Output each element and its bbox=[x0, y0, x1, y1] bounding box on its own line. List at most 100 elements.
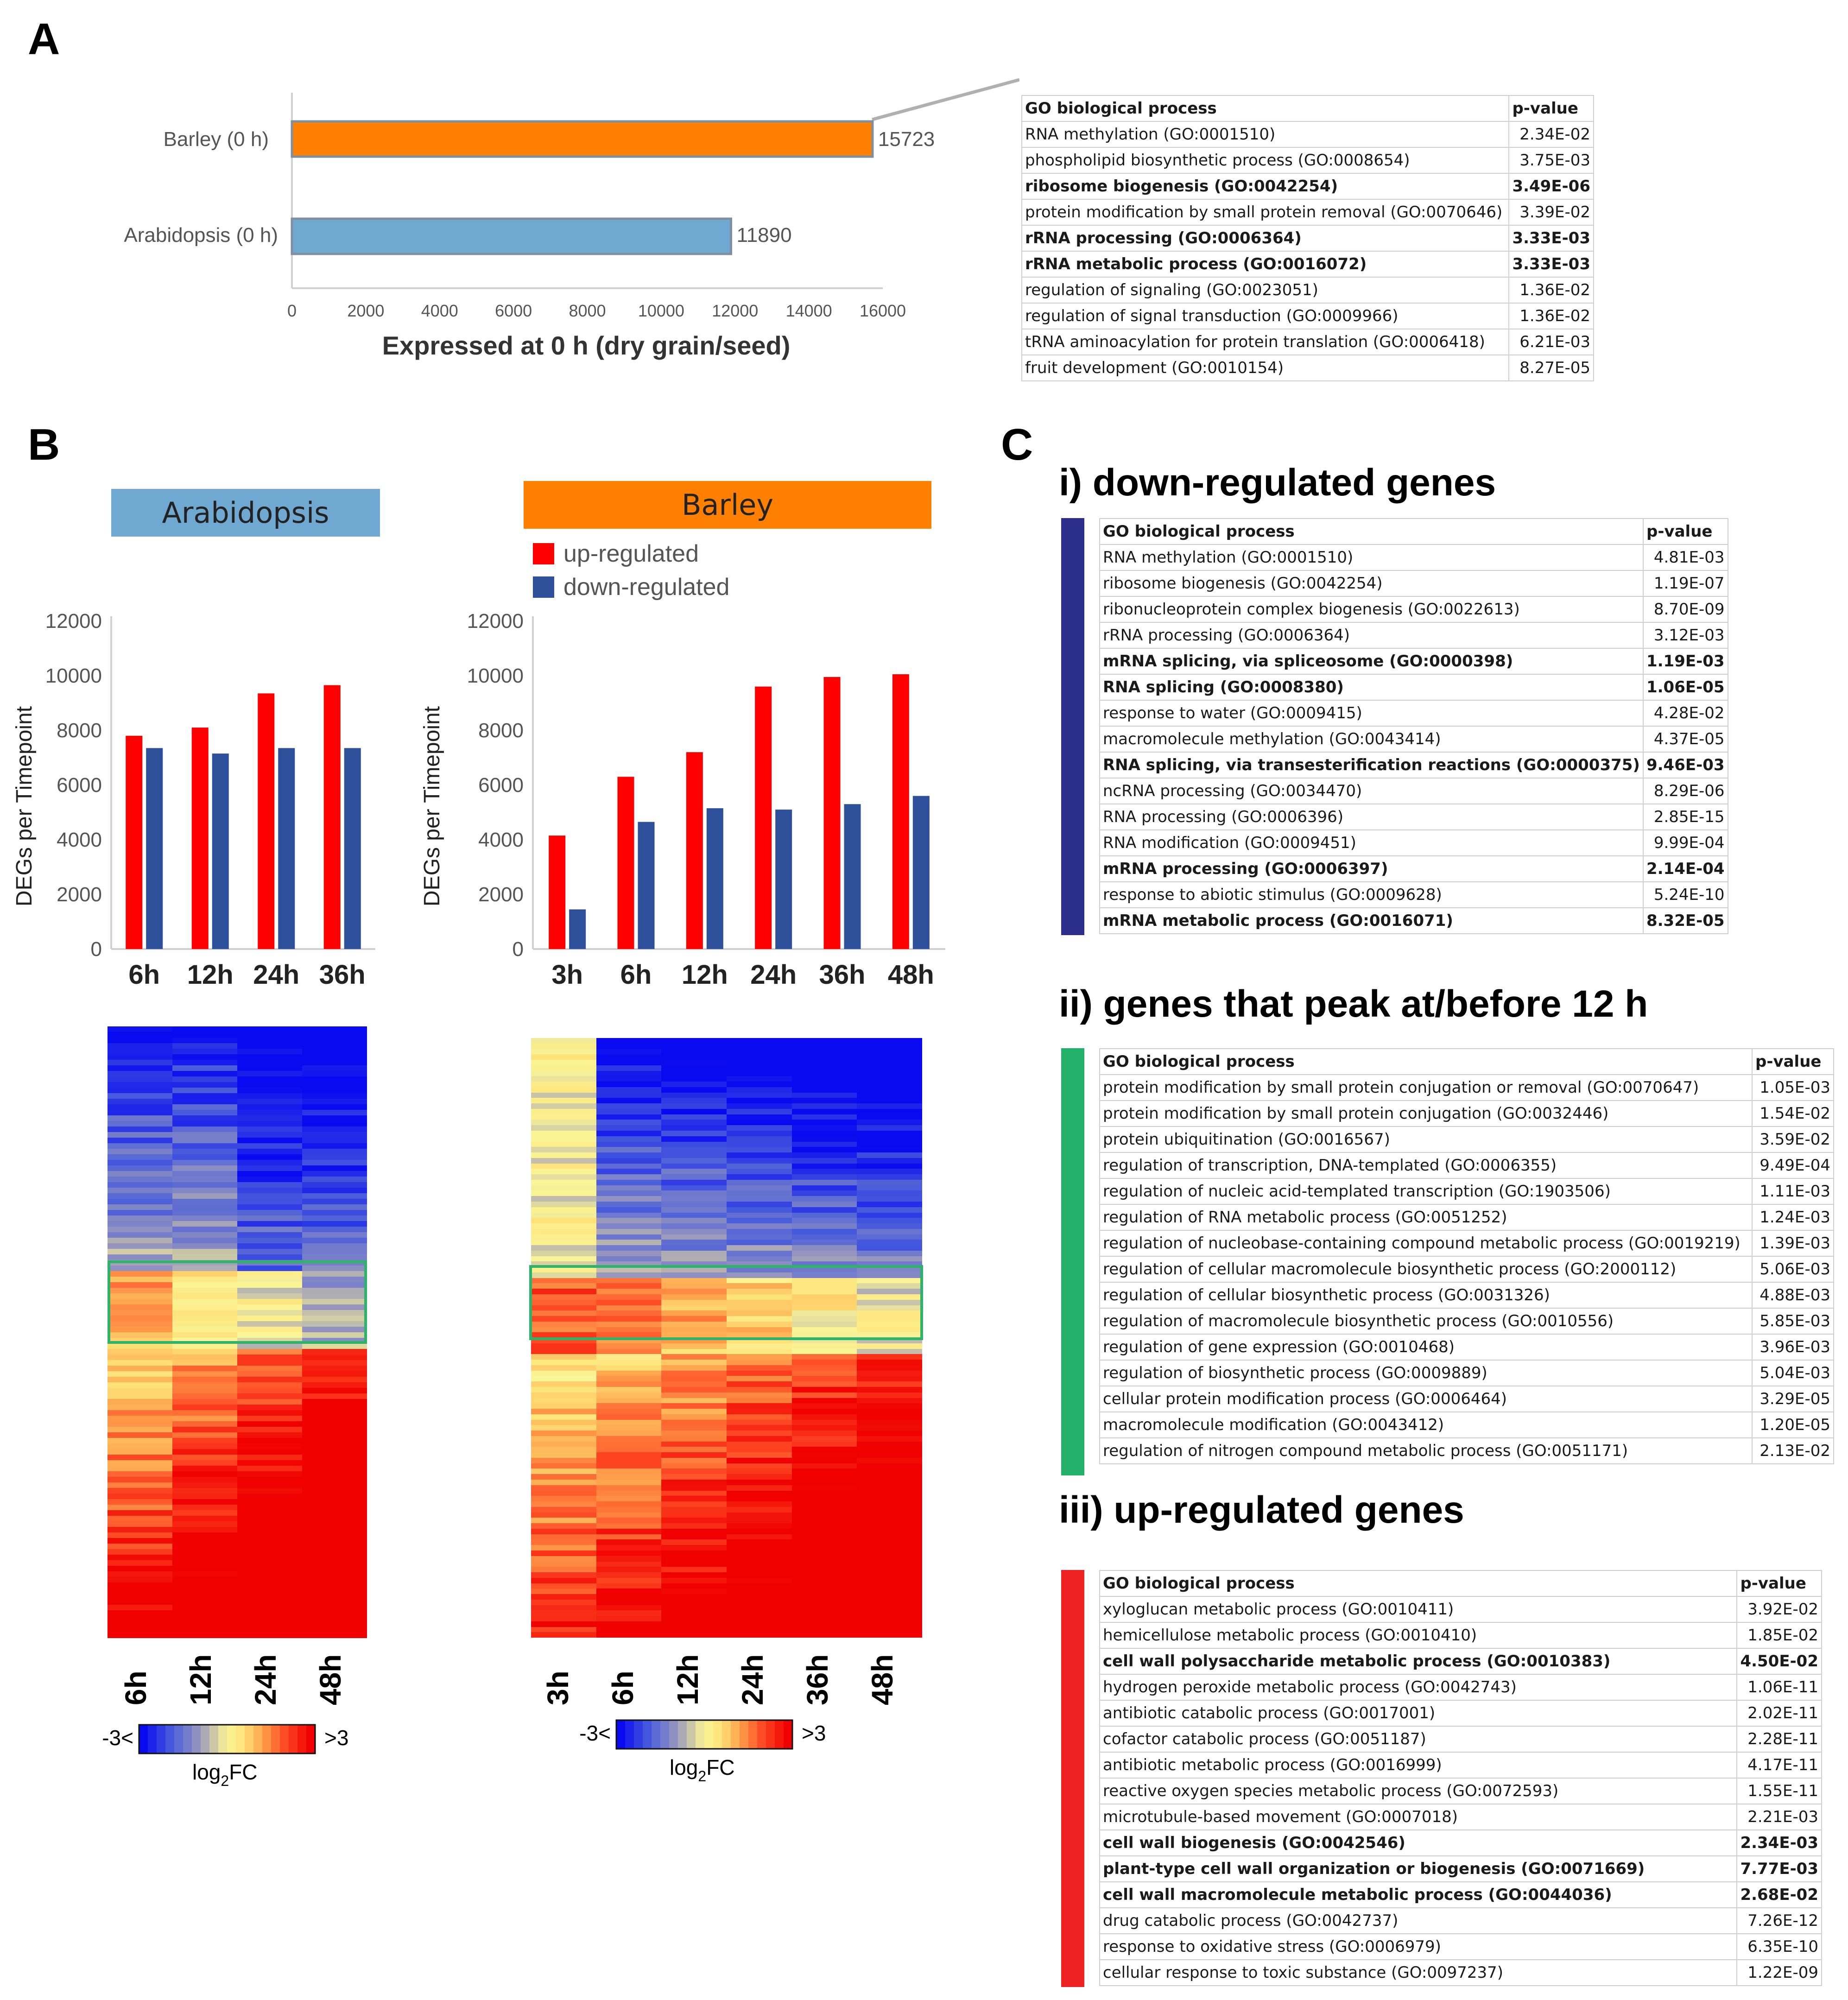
table-row: response to water (GO:0009415) 4.28E-02 bbox=[1099, 700, 1728, 727]
table-row: cellular response to toxic substance (GO… bbox=[1099, 1959, 1822, 1986]
go-term: regulation of nitrogen compound metaboli… bbox=[1099, 1437, 1753, 1464]
go-term: cellular protein modification process (G… bbox=[1099, 1386, 1753, 1412]
header-term: GO biological process bbox=[1099, 1570, 1738, 1597]
color-scale-cell bbox=[183, 1725, 192, 1753]
go-term: protein modification by small protein co… bbox=[1099, 1074, 1753, 1101]
cs1-axis-label: log2FC bbox=[192, 1760, 258, 1789]
section-i-color-bar bbox=[1061, 518, 1084, 935]
table-header-row: GO biological process p-value bbox=[1099, 1048, 1834, 1075]
a-value-label-barley: 15723 bbox=[878, 128, 935, 151]
p-value: 1.11E-03 bbox=[1752, 1178, 1834, 1205]
p-value: 4.50E-02 bbox=[1736, 1648, 1822, 1675]
table-header-row: GO biological process p-value bbox=[1021, 95, 1594, 122]
color-scale-cell bbox=[236, 1725, 245, 1753]
go-term: microtubule-based movement (GO:0007018) bbox=[1099, 1804, 1738, 1830]
go-term: cell wall macromolecule metabolic proces… bbox=[1099, 1881, 1738, 1908]
p-value: 3.75E-03 bbox=[1508, 147, 1594, 174]
go-term: hemicellulose metabolic process (GO:0010… bbox=[1099, 1622, 1738, 1649]
panel-letter-b: B bbox=[28, 420, 60, 469]
table-row: regulation of RNA metabolic process (GO:… bbox=[1099, 1204, 1834, 1231]
color-scale-cell bbox=[148, 1725, 157, 1753]
go-term: regulation of transcription, DNA-templat… bbox=[1099, 1152, 1753, 1179]
x-tick-label-12h: 12h bbox=[187, 960, 234, 990]
legend-label-up: up-regulated bbox=[563, 540, 699, 567]
go-term: ribosome biogenesis (GO:0042254) bbox=[1021, 173, 1510, 200]
a-x-axis-title: Expressed at 0 h (dry grain/seed) bbox=[382, 331, 791, 360]
p-value: 1.24E-03 bbox=[1752, 1204, 1834, 1231]
table-row: RNA methylation (GO:0001510) 2.34E-02 bbox=[1021, 121, 1594, 148]
p-value: 9.49E-04 bbox=[1752, 1152, 1834, 1179]
color-scale-cell bbox=[757, 1720, 766, 1749]
color-scale-cell bbox=[652, 1720, 661, 1749]
go-term: regulation of macromolecule biosynthetic… bbox=[1099, 1308, 1753, 1335]
y-tick-label: 8000 bbox=[57, 719, 102, 742]
panel-letter-a: A bbox=[28, 14, 60, 64]
color-scale-cell bbox=[245, 1725, 254, 1753]
table-row: cofactor catabolic process (GO:0051187) 2… bbox=[1099, 1726, 1822, 1753]
table-row: ncRNA processing (GO:0034470) 8.29E-06 bbox=[1099, 778, 1728, 804]
color-scale-cell bbox=[740, 1720, 749, 1749]
color-scale-cell bbox=[209, 1725, 219, 1753]
p-value: 3.92E-02 bbox=[1736, 1596, 1822, 1623]
go-term: regulation of gene expression (GO:001046… bbox=[1099, 1334, 1753, 1361]
p-value: 3.33E-03 bbox=[1508, 225, 1594, 252]
table-row: rRNA metabolic process (GO:0016072) 3.33E… bbox=[1021, 251, 1594, 278]
hm2-label-24h: 24h bbox=[736, 1654, 769, 1705]
y-tick-label: 10000 bbox=[45, 665, 102, 687]
table-row: regulation of biosynthetic process (GO:0… bbox=[1099, 1360, 1834, 1386]
hm2-label-3h: 3h bbox=[541, 1671, 575, 1705]
color-scale-cell bbox=[165, 1725, 175, 1753]
color-scale-cell bbox=[306, 1725, 316, 1753]
color-scale-cell bbox=[227, 1725, 236, 1753]
p-value: 7.77E-03 bbox=[1736, 1855, 1822, 1882]
go-term: xyloglucan metabolic process (GO:0010411… bbox=[1099, 1596, 1738, 1623]
go-term: regulation of nucleic acid-templated tra… bbox=[1099, 1178, 1753, 1205]
bar-up-36h bbox=[323, 685, 341, 949]
table-row: response to oxidative stress (GO:0006979… bbox=[1099, 1933, 1822, 1960]
p-value: 1.39E-03 bbox=[1752, 1230, 1834, 1257]
a-category-barley: Barley (0 h) bbox=[164, 128, 269, 151]
p-value: 2.13E-02 bbox=[1752, 1437, 1834, 1464]
table-row: hemicellulose metabolic process (GO:0010… bbox=[1099, 1622, 1822, 1649]
section-ii-color-bar bbox=[1061, 1048, 1084, 1475]
header-pvalue: p-value bbox=[1736, 1570, 1822, 1597]
table-row: cell wall macromolecule metabolic proces… bbox=[1099, 1881, 1822, 1908]
p-value: 1.05E-03 bbox=[1752, 1074, 1834, 1101]
section-i-go-table: GO biological process p-value RNA methylat… bbox=[1099, 518, 1728, 934]
p-value: 9.99E-04 bbox=[1642, 829, 1728, 856]
color-scale-cell bbox=[713, 1720, 722, 1749]
p-value: 3.59E-02 bbox=[1752, 1126, 1834, 1153]
section-iii-color-bar bbox=[1061, 1570, 1084, 1987]
color-scale-cell bbox=[174, 1725, 184, 1753]
bar-down-48h bbox=[912, 796, 930, 949]
bar-down-12h bbox=[706, 808, 723, 949]
table-row: RNA processing (GO:0006396) 2.85E-15 bbox=[1099, 804, 1728, 830]
panel-a-go-table: GO biological process p-value RNA methylat… bbox=[1021, 95, 1594, 381]
cs2-high-label: >3 bbox=[802, 1721, 826, 1745]
go-term: cell wall polysaccharide metabolic proce… bbox=[1099, 1648, 1738, 1675]
table-row: regulation of macromolecule biosynthetic… bbox=[1099, 1308, 1834, 1335]
x-tick-label-36h: 36h bbox=[319, 960, 366, 990]
go-term: rRNA metabolic process (GO:0016072) bbox=[1021, 251, 1510, 278]
color-scale-cell bbox=[280, 1725, 289, 1753]
p-value: 3.29E-05 bbox=[1752, 1386, 1834, 1412]
p-value: 1.36E-02 bbox=[1508, 277, 1594, 304]
table-row: mRNA processing (GO:0006397) 2.14E-04 bbox=[1099, 855, 1728, 882]
p-value: 5.06E-03 bbox=[1752, 1256, 1834, 1283]
section-ii-title: ii) genes that peak at/before 12 h bbox=[1059, 983, 1648, 1025]
table-row: microtubule-based movement (GO:0007018) 2… bbox=[1099, 1804, 1822, 1830]
header-term: GO biological process bbox=[1099, 1048, 1753, 1075]
table-row: regulation of cellular biosynthetic proc… bbox=[1099, 1282, 1834, 1309]
p-value: 8.70E-09 bbox=[1642, 596, 1728, 623]
x-tick-label-36h: 36h bbox=[819, 960, 866, 990]
a-x-tick-label: 2000 bbox=[347, 301, 384, 320]
go-term: antibiotic metabolic process (GO:0016999… bbox=[1099, 1752, 1738, 1778]
go-term: regulation of signaling (GO:0023051) bbox=[1021, 277, 1510, 304]
x-tick-label-24h: 24h bbox=[253, 960, 299, 990]
p-value: 4.37E-05 bbox=[1642, 726, 1728, 753]
header-pvalue: p-value bbox=[1642, 518, 1728, 545]
a-bar-arabidopsis bbox=[291, 217, 732, 255]
color-scale-cell bbox=[775, 1720, 784, 1749]
table-row: plant-type cell wall organization or bio… bbox=[1099, 1855, 1822, 1882]
arabidopsis-highlight-box bbox=[108, 1260, 367, 1344]
